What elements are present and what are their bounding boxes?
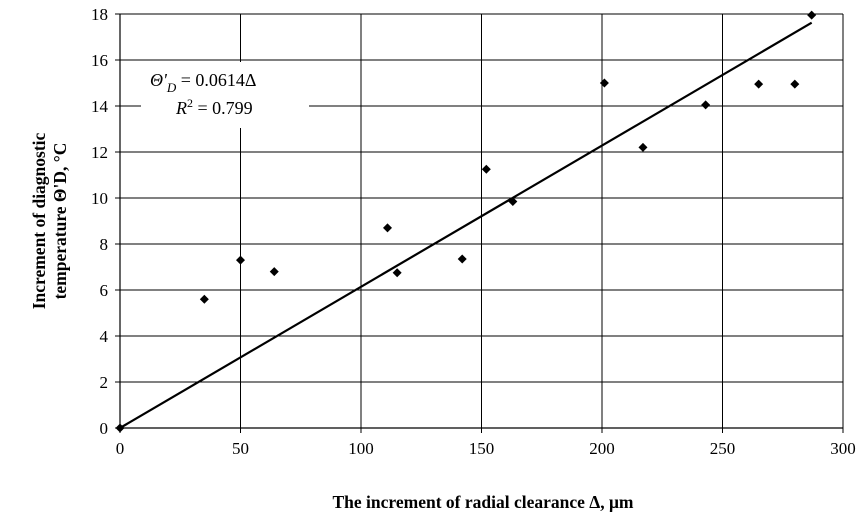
grid [120,13,844,428]
equation-subscript: D [166,80,177,95]
x-tick-label: 0 [116,439,125,458]
y-tick-label: 8 [100,235,109,254]
equation-symbol: Θ' [150,70,168,90]
y-tick-label: 14 [91,97,109,116]
data-point [457,254,467,264]
data-point [754,79,764,89]
equation-rhs: = 0.0614Δ [176,70,256,90]
x-tick-labels: 0 50 100 150 200 250 300 [116,439,856,458]
r2-power: 2 [187,96,193,110]
trendline-equation: Θ'D = 0.0614Δ [150,70,256,95]
r-squared-label: R2 = 0.799 [175,96,253,118]
data-point [599,78,609,88]
y-tick-label: 4 [100,327,109,346]
y-axis-title: Increment of diagnostic temperature Θ'D,… [29,132,70,309]
data-point [392,268,402,278]
data-point [383,223,393,233]
data-point [701,100,711,110]
y-tick-labels: 0 2 4 6 8 10 12 14 16 18 [91,5,109,438]
data-points [115,10,817,433]
x-tick-label: 250 [710,439,736,458]
y-tick-label: 18 [91,5,108,24]
x-tick-label: 150 [469,439,495,458]
data-point [638,142,648,152]
y-tick-label: 12 [91,143,108,162]
x-tick-label: 50 [232,439,249,458]
r2-rhs: = 0.799 [193,98,253,118]
y-tick-label: 10 [91,189,108,208]
x-axis-title: The increment of radial clearance Δ, μm [333,492,634,512]
data-point [199,294,209,304]
data-point [481,164,491,174]
y-tick-label: 6 [100,281,109,300]
data-point [790,79,800,89]
r2-symbol: R [175,98,187,118]
data-point [269,267,279,277]
y-tick-label: 2 [100,373,109,392]
y-axis-title-line-1: Increment of diagnostic [29,132,49,309]
y-axis-title-line-2: temperature Θ'D, °C [50,143,70,300]
axes [115,13,844,433]
y-tick-label: 0 [100,419,109,438]
equation-label-background [141,62,309,128]
y-tick-label: 16 [91,51,108,70]
data-point [236,255,245,265]
x-tick-label: 300 [830,439,856,458]
data-point [115,423,125,433]
data-point [807,10,817,20]
trendline [119,21,813,429]
x-tick-label: 200 [589,439,615,458]
trendline-layer [119,21,813,429]
data-point [508,196,518,206]
x-tick-label: 100 [348,439,374,458]
